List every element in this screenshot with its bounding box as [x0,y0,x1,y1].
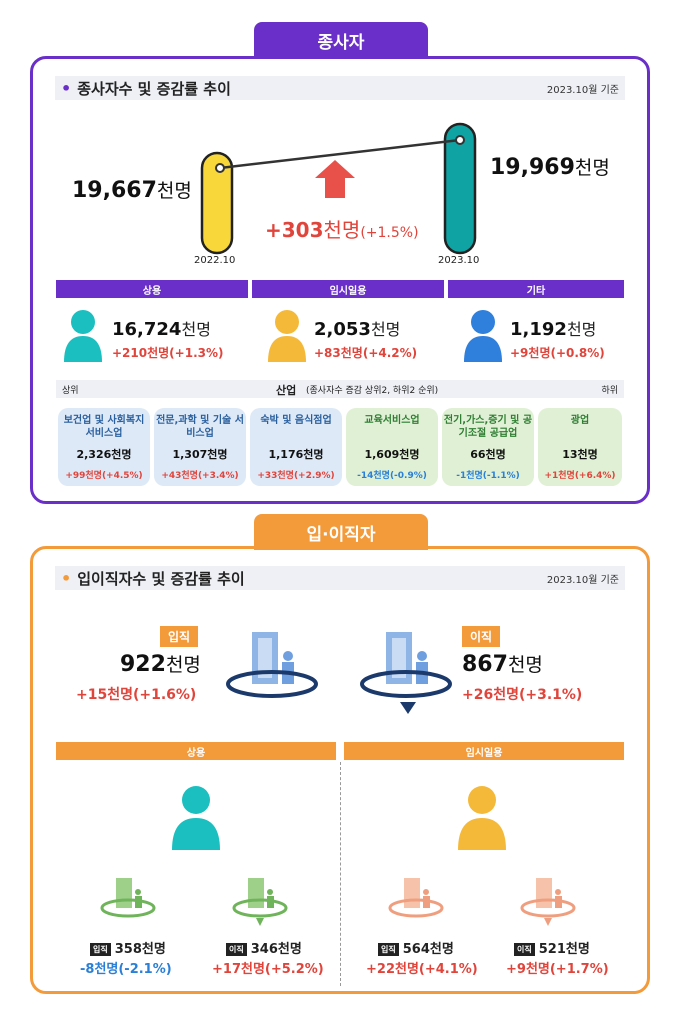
reference-date: 2023.10월 기준 [546,84,619,96]
header-temporary: 임시일용 [344,742,624,760]
regular-value: 16,724천명 [112,319,211,340]
section-title-bar: • 종사자수 및 증감률 추이 2023.10월 기준 [55,76,625,100]
bar-2023 [443,122,477,255]
up-arrow-icon [315,160,355,198]
section-tab-turnover: 입·이직자 [254,514,428,550]
person-icon [64,310,102,362]
temporary-change: +83천명(+4.2%) [314,346,418,360]
regular-separation-value: 이직 346천명 [226,938,302,957]
hire-building-icon [388,878,444,918]
regular-change: +210천명(+1.3%) [112,346,224,360]
hire-tag: 입직 [160,626,199,647]
separation-building-icon [360,632,452,714]
employees-2023: 19,969천명 [490,155,610,180]
regular-separation-change: +17천명(+5.2%) [212,962,324,977]
temporary-hire-value: 입직 564천명 [378,938,454,957]
section-title-bar: • 입이직자수 및 증감률 추이 2023.10월 기준 [55,566,625,590]
header-regular: 상용 [56,280,248,298]
divider [340,762,341,986]
reference-date: 2023.10월 기준 [546,574,619,586]
person-icon [458,786,506,850]
industry-card: 숙박 및 음식점업 1,176천명 +33천명(+2.9%) [250,408,342,486]
industry-card: 보건업 및 사회복지 서비스업 2,326천명 +99천명(+4.5%) [58,408,150,486]
hire-change: +15천명(+1.6%) [76,687,197,703]
hire-building-icon [226,632,318,698]
separation-change: +26천명(+3.1%) [462,687,583,703]
separation-building-icon [232,878,288,926]
industry-card: 전문,과학 및 기술 서비스업 1,307천명 +43천명(+3.4%) [154,408,246,486]
industry-card: 광업 13천명 +1천명(+6.4%) [538,408,622,486]
employees-2022: 19,667천명 [72,178,192,203]
temporary-hire-change: +22천명(+4.1%) [366,962,478,977]
header-temporary: 임시일용 [252,280,444,298]
separation-tag: 이직 [462,626,501,647]
employees-panel [30,56,650,504]
separation-value: 867천명 [462,652,543,677]
temporary-value: 2,053천명 [314,319,401,340]
employee-trend-graphic [200,122,477,255]
person-icon [268,310,306,362]
industry-card: 전기,가스,증기 및 공기조절 공급업 66천명 -1천명(-1.1%) [442,408,534,486]
header-regular: 상용 [56,742,336,760]
person-icon [464,310,502,362]
section-title: 종사자수 및 증감률 추이 [77,79,231,98]
year-label-2022: 2022.10 [194,255,236,266]
other-change: +9천명(+0.8%) [510,346,605,360]
employee-change: +303천명(+1.5%) [265,218,419,242]
bar-2022 [200,151,234,255]
hire-building-icon [100,878,156,918]
regular-hire-change: -8천명(-2.1%) [80,962,172,977]
regular-hire-value: 입직 358천명 [90,938,166,957]
person-icon [172,786,220,850]
other-value: 1,192천명 [510,319,597,340]
header-other: 기타 [448,280,624,298]
section-tab-employees: 종사자 [254,22,428,58]
section-title: 입이직자수 및 증감률 추이 [77,569,245,588]
industry-header: 상위 산업 (종사자수 증감 상위2, 하위2 순위) 하위 [56,380,624,398]
hire-value: 922천명 [120,652,201,677]
temporary-separation-value: 이직 521천명 [514,938,590,957]
industry-card: 교육서비스업 1,609천명 -14천명(-0.9%) [346,408,438,486]
temporary-separation-change: +9천명(+1.7%) [506,962,609,977]
turnover-panel [30,546,650,994]
separation-building-icon [520,878,576,926]
year-label-2023: 2023.10 [438,255,480,266]
